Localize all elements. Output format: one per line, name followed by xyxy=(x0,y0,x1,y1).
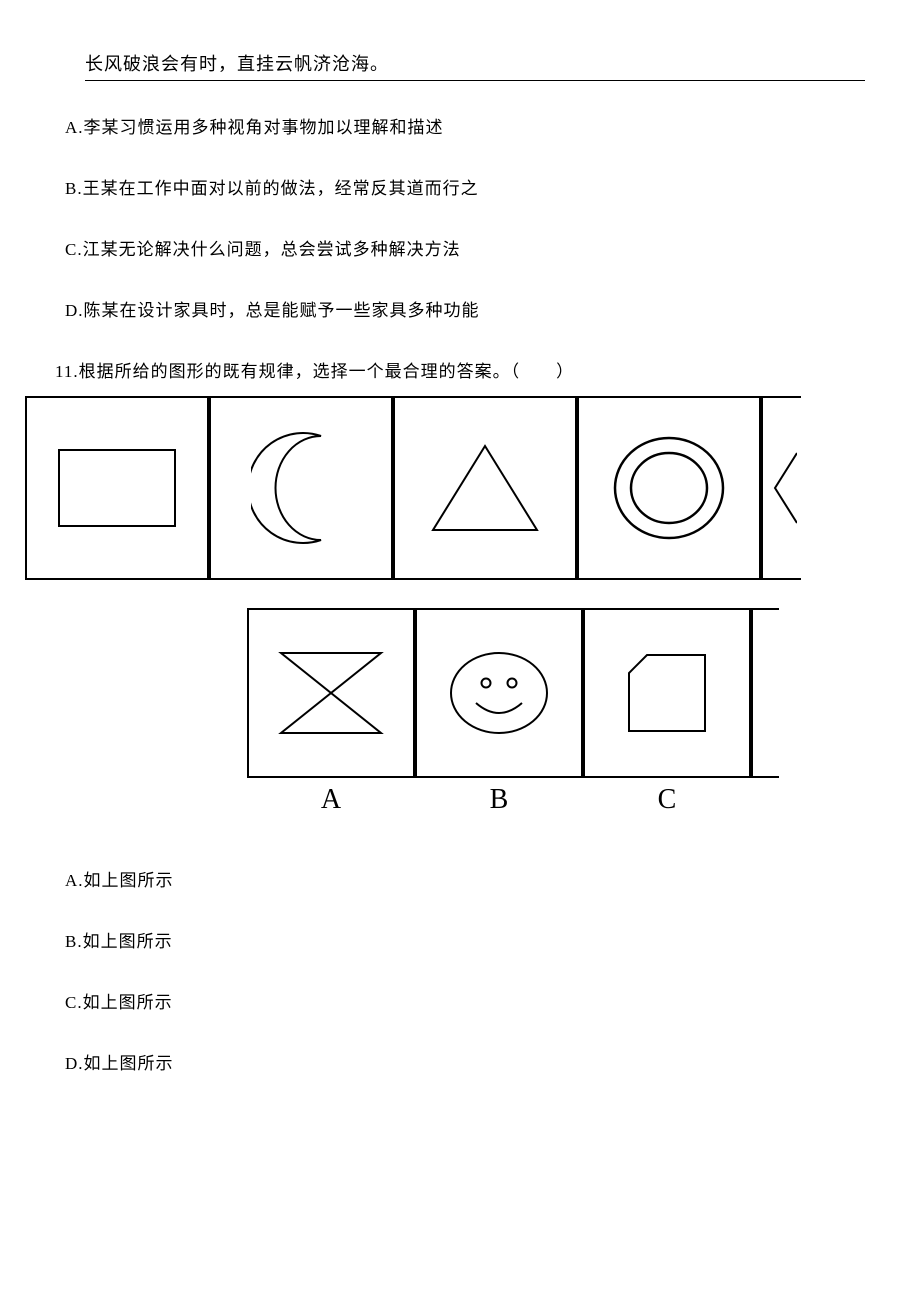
figure-rectangle xyxy=(25,396,209,580)
label-b: B xyxy=(415,784,583,816)
figure-triangle xyxy=(393,396,577,580)
q11-option-a: A.如上图所示 xyxy=(65,866,865,891)
q11-stem: 11.根据所给的图形的既有规律，选择一个最合理的答案。（ ） xyxy=(55,357,865,382)
answer-partial-right xyxy=(751,608,779,778)
figure-partial-right xyxy=(761,396,801,580)
q10-option-c: C.江某无论解决什么问题，总会尝试多种解决方法 xyxy=(65,235,865,260)
q11-option-d: D.如上图所示 xyxy=(65,1049,865,1074)
answer-a-hourglass xyxy=(247,608,415,778)
q11-answer-row xyxy=(247,608,865,778)
q10-option-b: B.王某在工作中面对以前的做法，经常反其道而行之 xyxy=(65,174,865,199)
label-c: C xyxy=(583,784,751,816)
q10-option-a: A.李某习惯运用多种视角对事物加以理解和描述 xyxy=(65,113,865,138)
answer-b-smiley xyxy=(415,608,583,778)
q11-option-c: C.如上图所示 xyxy=(65,988,865,1013)
page-header-quote: 长风破浪会有时，直挂云帆济沧海。 xyxy=(85,50,865,81)
label-a: A xyxy=(247,784,415,816)
q11-answer-labels: A B C xyxy=(247,784,865,816)
answer-c-clipped-square xyxy=(583,608,751,778)
q11-option-b: B.如上图所示 xyxy=(65,927,865,952)
q10-option-d: D.陈某在设计家具时，总是能赋予一些家具多种功能 xyxy=(65,296,865,321)
figure-double-circle xyxy=(577,396,761,580)
q11-sequence-row xyxy=(25,396,865,580)
figure-crescent xyxy=(209,396,393,580)
